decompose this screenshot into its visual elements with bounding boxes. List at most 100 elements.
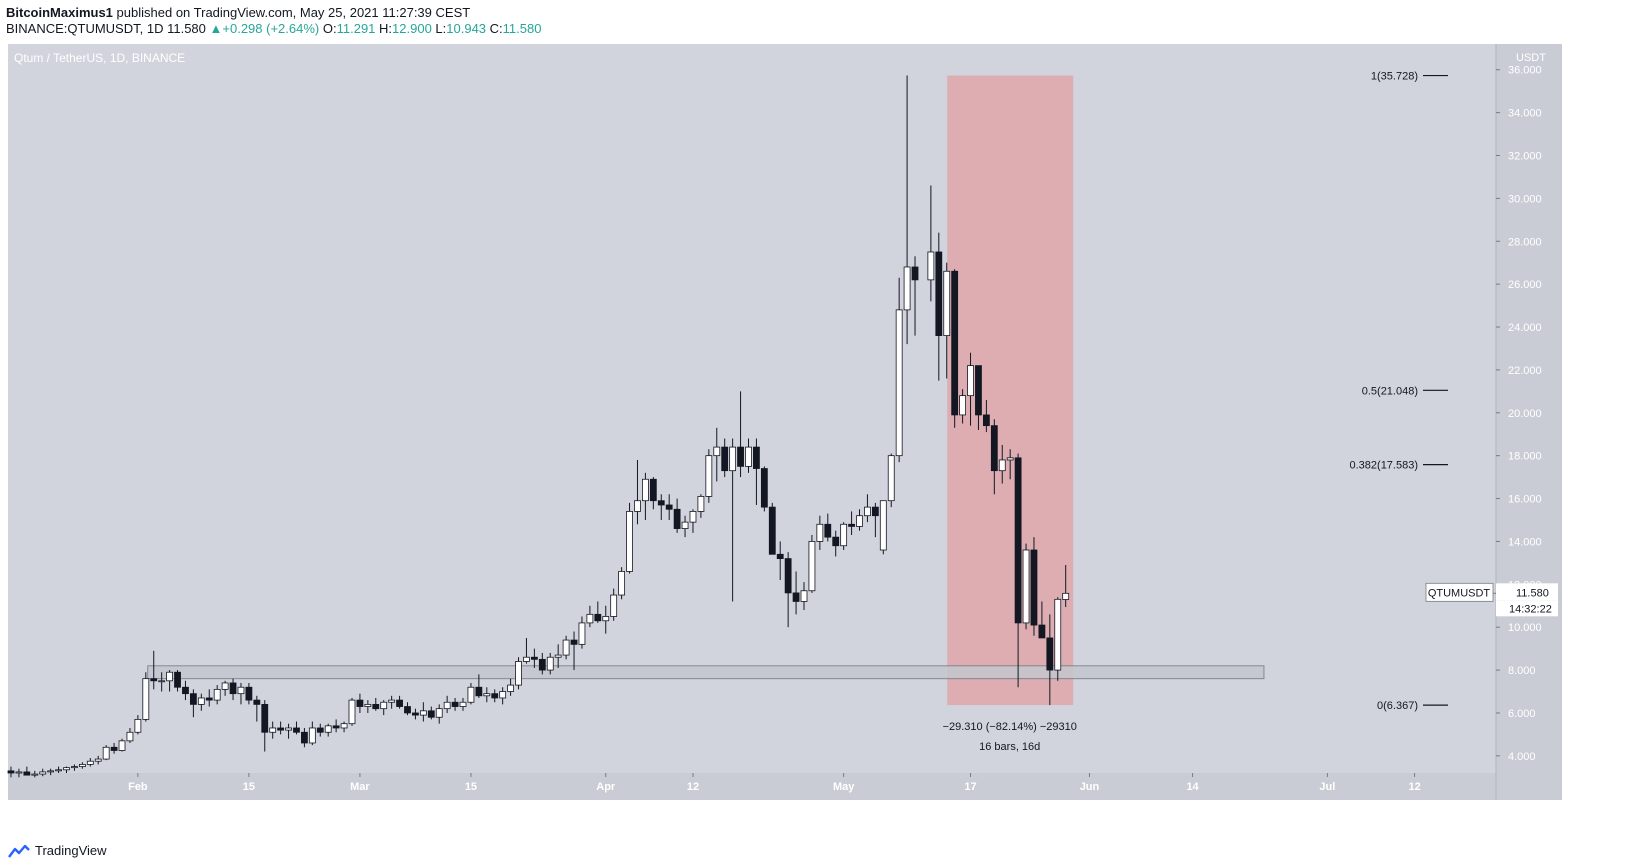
publish-info: published on TradingView.com, May 25, 20…	[116, 5, 471, 20]
candle-body	[1022, 549, 1030, 624]
last-price: 11.580	[167, 21, 206, 36]
candle-body	[475, 686, 483, 697]
candle-body	[15, 771, 23, 774]
high-label: H:	[379, 21, 393, 36]
candle-body	[673, 508, 681, 529]
candle-body	[697, 496, 705, 512]
candle-body	[626, 511, 633, 572]
candle-body	[435, 708, 443, 718]
candle-body	[134, 718, 142, 733]
tradingview-logo-icon	[8, 844, 30, 858]
candle-body	[967, 365, 974, 397]
candle-body	[1062, 592, 1070, 600]
candle-body	[86, 760, 94, 765]
x-tick-label: 17	[964, 781, 976, 793]
candle-body	[523, 656, 530, 662]
x-tick-label: Apr	[596, 781, 616, 793]
open-value: 11.291	[336, 21, 376, 36]
price-tag	[1496, 583, 1558, 601]
x-tick-label: Jun	[1080, 781, 1100, 793]
candle-body	[388, 699, 396, 703]
candle-body	[372, 703, 380, 710]
candle-body	[642, 478, 649, 502]
candle-body	[856, 515, 863, 527]
y-tick-label: 34.000	[1508, 108, 1542, 120]
x-tick-label: 12	[687, 781, 699, 793]
candle-body	[483, 693, 491, 697]
candle-body	[443, 701, 451, 710]
fib-level-label: 0.5(21.048)	[1362, 385, 1418, 397]
candle-body	[110, 746, 118, 751]
author-name[interactable]: BitcoinMaximus1	[6, 5, 113, 20]
candle-body	[197, 697, 205, 705]
candle-body	[348, 699, 356, 725]
x-tick-label: Feb	[128, 781, 148, 793]
candle-body	[459, 701, 467, 707]
y-tick-label: 4.000	[1508, 751, 1536, 763]
candle-body	[935, 251, 943, 337]
candle-body	[277, 727, 285, 731]
candle-body	[1046, 637, 1054, 671]
y-tick-label: 36.000	[1508, 65, 1542, 77]
candle-body	[1038, 624, 1046, 639]
candle-body	[705, 455, 713, 497]
price-axis-panel	[1496, 44, 1562, 800]
time-axis-panel	[8, 773, 1496, 800]
candle-body	[324, 725, 332, 733]
fib-level-label: 0(6.367)	[1377, 700, 1418, 712]
candle-body	[871, 506, 879, 517]
candle-body	[689, 511, 697, 523]
candle-body	[245, 686, 253, 701]
candle-body	[832, 536, 840, 547]
up-arrow-icon: ▲	[209, 21, 223, 36]
candle-body	[927, 251, 935, 281]
candle-body	[364, 703, 372, 707]
candle-body	[776, 553, 784, 559]
candle-body	[166, 671, 174, 682]
candle-body	[768, 506, 776, 555]
candle-body	[221, 682, 229, 690]
y-tick-label: 14.000	[1508, 536, 1542, 548]
candle-body	[1030, 549, 1038, 626]
y-tick-label: 24.000	[1508, 322, 1542, 334]
candle-body	[951, 270, 959, 416]
candle-body	[515, 661, 522, 686]
candle-body	[380, 701, 388, 710]
candle-body	[911, 266, 919, 281]
close-label: C:	[489, 21, 503, 36]
candle-body	[792, 592, 800, 602]
candle-body	[721, 446, 729, 472]
candle-body	[126, 731, 134, 742]
y-tick-label: 26.000	[1508, 279, 1542, 291]
candle-body	[649, 478, 657, 502]
candle-body	[1006, 457, 1014, 461]
candle-body	[982, 414, 990, 427]
candle-body	[737, 446, 744, 467]
candle-body	[31, 773, 39, 776]
candle-body	[332, 725, 340, 729]
y-tick-label: 6.000	[1508, 708, 1536, 720]
candle-body	[47, 770, 55, 773]
candle-body	[562, 639, 570, 656]
candle-body	[71, 766, 78, 769]
low-label: L:	[435, 21, 447, 36]
candle-body	[713, 446, 721, 457]
candle-body	[316, 727, 324, 733]
candle-body	[213, 688, 221, 701]
candle-body	[412, 712, 419, 716]
candle-body	[55, 769, 62, 772]
high-value: 12.900	[392, 21, 432, 36]
candle-body	[419, 710, 427, 716]
candle-body	[467, 686, 475, 703]
y-tick-label: 20.000	[1508, 408, 1542, 420]
candle-body	[538, 658, 546, 671]
candle-body	[261, 703, 269, 733]
candle-body	[293, 727, 300, 733]
candle-body	[182, 686, 189, 695]
fib-level-label: 1(35.728)	[1371, 71, 1418, 83]
candle-body	[990, 425, 998, 472]
candle-body	[237, 686, 245, 695]
footer-brand[interactable]: TradingView	[8, 843, 107, 858]
y-tick-label: 22.000	[1508, 365, 1542, 377]
